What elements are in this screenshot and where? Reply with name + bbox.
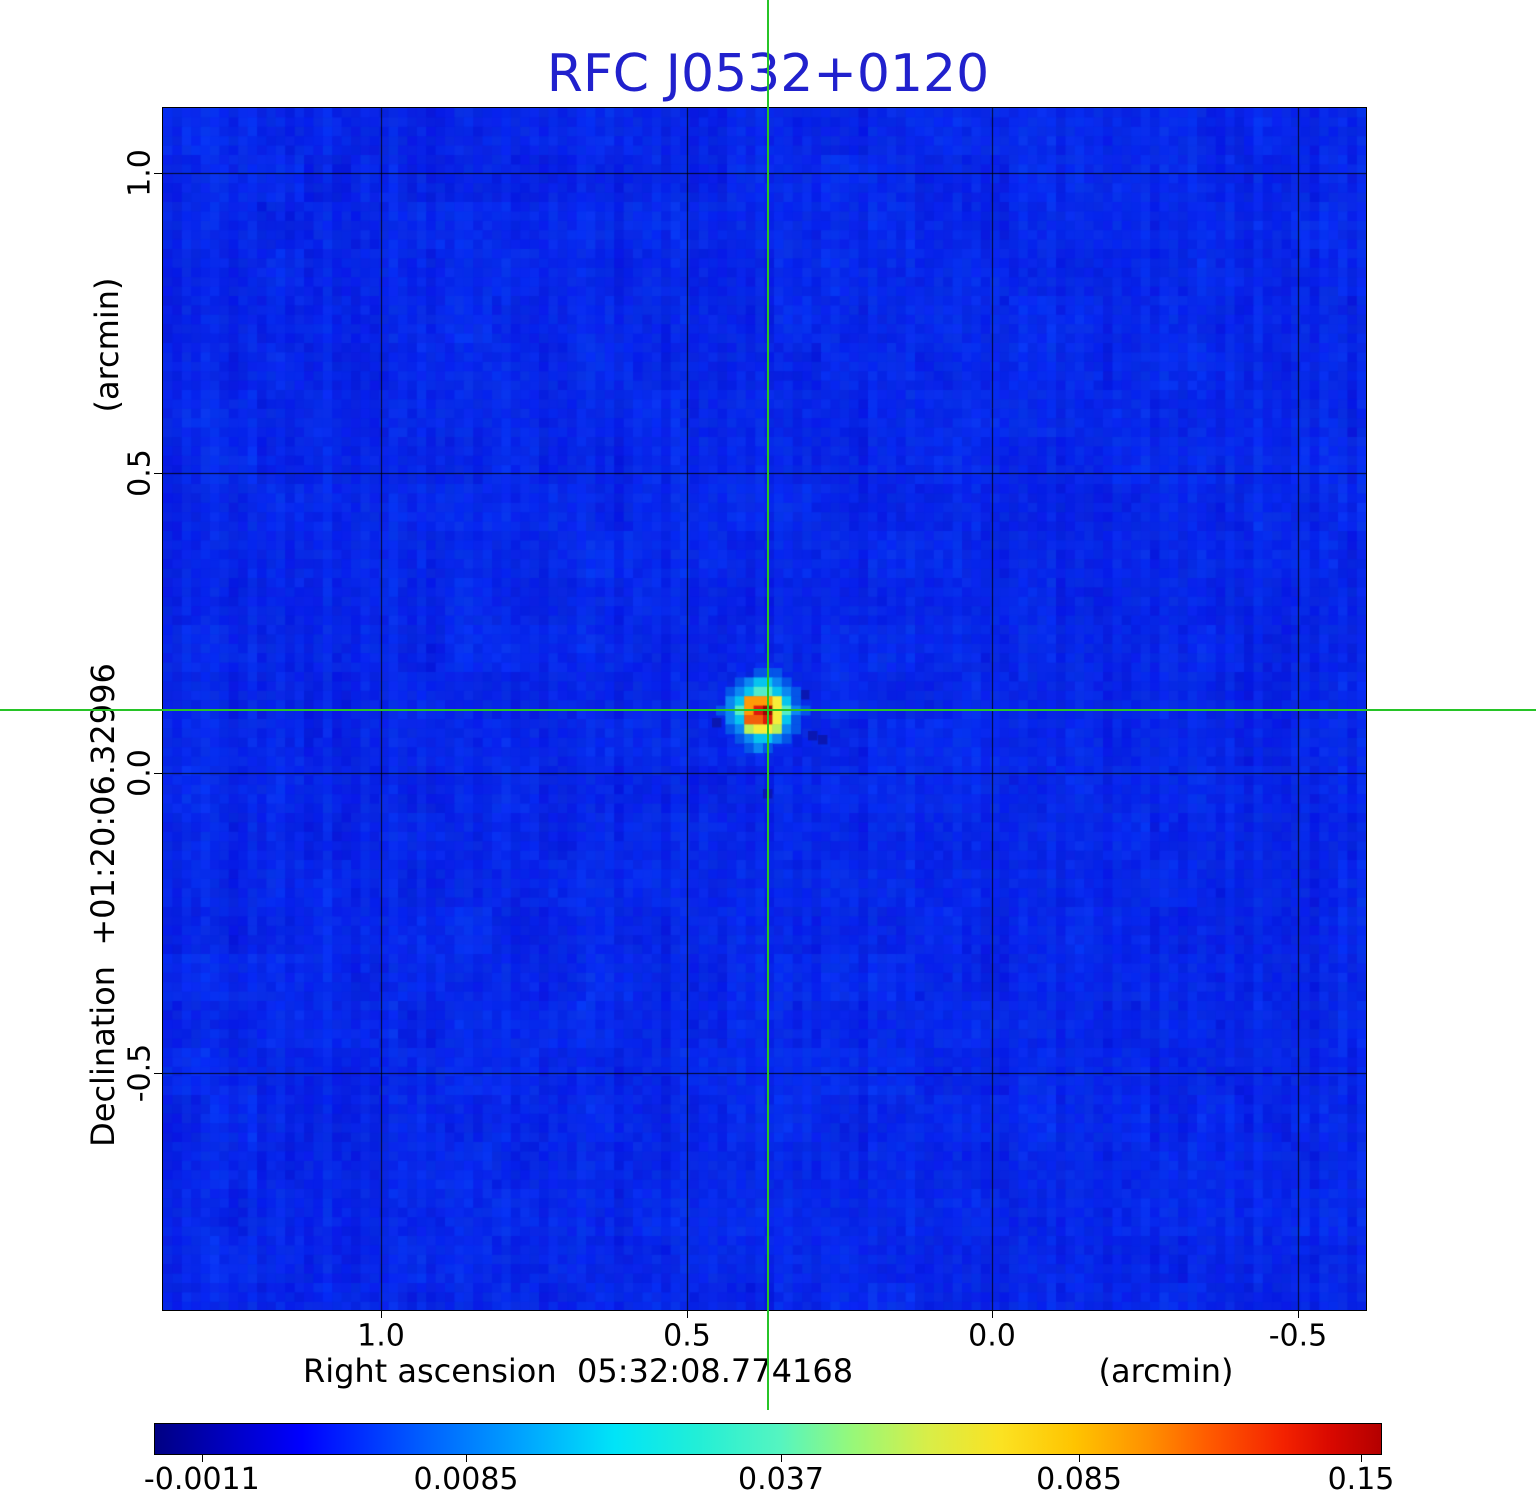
- x-tick-label-3: -0.5: [1268, 1318, 1328, 1354]
- y-tick-label-1: 0.5: [122, 449, 158, 497]
- plot-title: RFC J0532+0120: [546, 44, 990, 104]
- x-tick-mark-3: [1298, 1310, 1299, 1318]
- y-tick-label-2: 0.0: [122, 749, 158, 797]
- colorbar-tick-label-3: 0.085: [1036, 1462, 1122, 1497]
- colorbar: [154, 1423, 1382, 1455]
- y-tick-mark-2: [154, 773, 162, 774]
- y-tick-mark-1: [154, 473, 162, 474]
- colorbar-tick-mark-0: [201, 1455, 203, 1462]
- x-tick-mark-1: [687, 1310, 688, 1318]
- colorbar-tick-mark-3: [1079, 1455, 1081, 1462]
- colorbar-tick-label-0: -0.0011: [143, 1462, 260, 1497]
- x-axis-label: Right ascension 05:32:08.774168: [302, 1352, 854, 1390]
- x-axis-unit-label: (arcmin): [1098, 1352, 1234, 1390]
- crosshair-horizontal-line: [0, 709, 1536, 711]
- y-tick-mark-3: [154, 1073, 162, 1074]
- y-tick-label-0: 1.0: [122, 149, 158, 197]
- y-tick-label-3: -0.5: [122, 1043, 158, 1103]
- x-tick-label-0: 1.0: [357, 1318, 405, 1354]
- y-axis-label: Declination +01:20:06.32996: [84, 663, 122, 1147]
- y-tick-mark-0: [154, 173, 162, 174]
- colorbar-tick-label-1: 0.0085: [413, 1462, 519, 1497]
- colorbar-tick-label-2: 0.037: [738, 1462, 824, 1497]
- colorbar-tick-mark-2: [780, 1455, 782, 1462]
- crosshair-vertical-line: [767, 0, 769, 1410]
- x-tick-label-1: 0.5: [663, 1318, 711, 1354]
- y-axis-unit-label: (arcmin): [88, 277, 126, 413]
- x-tick-mark-0: [381, 1310, 382, 1318]
- colorbar-tick-label-4: 0.15: [1327, 1462, 1395, 1497]
- x-tick-label-2: 0.0: [968, 1318, 1016, 1354]
- colorbar-tick-mark-4: [1360, 1455, 1362, 1462]
- x-tick-mark-2: [992, 1310, 993, 1318]
- colorbar-tick-mark-1: [466, 1455, 468, 1462]
